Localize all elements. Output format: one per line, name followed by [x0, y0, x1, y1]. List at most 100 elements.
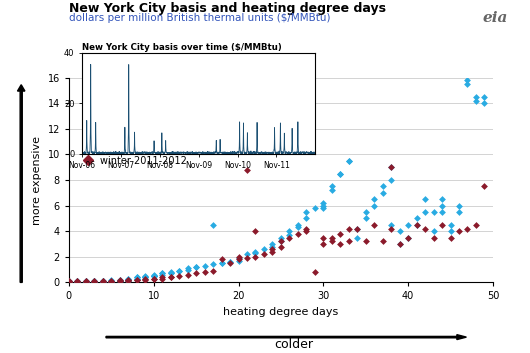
Point [149, 273, 158, 279]
Point [277, 239, 285, 244]
Point [65, 278, 73, 284]
Point [99, 278, 107, 284]
Y-axis label: more expensive: more expensive [32, 136, 42, 225]
Point [82, 279, 90, 285]
Point [336, 171, 344, 176]
Point [158, 272, 166, 277]
Point [361, 209, 370, 215]
Point [421, 226, 429, 232]
Point [446, 222, 455, 228]
Point [65, 278, 73, 284]
Point [353, 226, 361, 232]
Point [302, 228, 311, 234]
Point [455, 228, 463, 234]
Point [472, 94, 480, 100]
Point [260, 246, 268, 252]
Point [82, 280, 90, 285]
Point [132, 276, 141, 281]
Point [124, 276, 132, 281]
Point [463, 226, 472, 232]
Point [200, 269, 209, 275]
Point [99, 278, 107, 284]
Point [455, 203, 463, 208]
Point [319, 200, 328, 206]
Point [99, 280, 107, 285]
Point [107, 280, 116, 285]
Point [268, 246, 277, 252]
Point [387, 226, 395, 232]
Point [370, 203, 378, 208]
Point [99, 280, 107, 285]
Point [141, 273, 149, 279]
Point [124, 277, 132, 283]
Point [446, 235, 455, 240]
Point [124, 278, 132, 284]
Point [73, 278, 82, 284]
Point [285, 235, 294, 240]
Point [90, 278, 99, 284]
Point [132, 275, 141, 280]
Point [395, 241, 404, 247]
Point [353, 226, 361, 232]
Point [124, 277, 132, 283]
Text: eia: eia [483, 11, 508, 25]
Point [336, 231, 344, 237]
Point [378, 190, 387, 196]
Point [158, 271, 166, 276]
Point [149, 273, 158, 279]
Point [90, 278, 99, 284]
Point [90, 279, 99, 285]
Point [65, 279, 73, 285]
Point [463, 77, 472, 83]
Point [82, 278, 90, 284]
Point [124, 276, 132, 281]
Point [226, 259, 234, 265]
Point [268, 244, 277, 249]
Point [82, 280, 90, 285]
Point [158, 271, 166, 276]
Point [302, 226, 311, 232]
Point [116, 278, 124, 284]
Point [344, 226, 353, 232]
Point [116, 278, 124, 284]
Point [387, 222, 395, 228]
Point [361, 239, 370, 244]
Point [277, 244, 285, 249]
Point [73, 278, 82, 284]
Point [378, 184, 387, 189]
Point [251, 250, 260, 256]
Point [387, 164, 395, 170]
Point [429, 228, 438, 234]
Point [141, 276, 149, 281]
Point [158, 276, 166, 281]
Point [336, 241, 344, 247]
X-axis label: heating degree days: heating degree days [223, 307, 339, 317]
Point [294, 231, 302, 237]
Point [90, 278, 99, 284]
Point [183, 267, 192, 273]
Point [132, 276, 141, 281]
Point [65, 278, 73, 284]
Point [446, 228, 455, 234]
Point [158, 275, 166, 280]
Point [116, 277, 124, 283]
Point [361, 216, 370, 221]
Point [472, 98, 480, 103]
Point [65, 279, 73, 285]
Point [82, 278, 90, 284]
Point [82, 278, 90, 284]
Point [294, 225, 302, 230]
Point [328, 235, 336, 240]
Point [370, 222, 378, 228]
Point [141, 275, 149, 280]
Point [65, 280, 73, 285]
Legend: winter 2010-2011, winter 2011-2012: winter 2010-2011, winter 2011-2012 [78, 140, 187, 166]
Point [438, 196, 446, 202]
Point [149, 276, 158, 281]
Point [107, 278, 116, 284]
Point [107, 278, 116, 284]
Point [107, 278, 116, 284]
Point [132, 277, 141, 283]
Point [107, 278, 116, 284]
Point [132, 276, 141, 281]
